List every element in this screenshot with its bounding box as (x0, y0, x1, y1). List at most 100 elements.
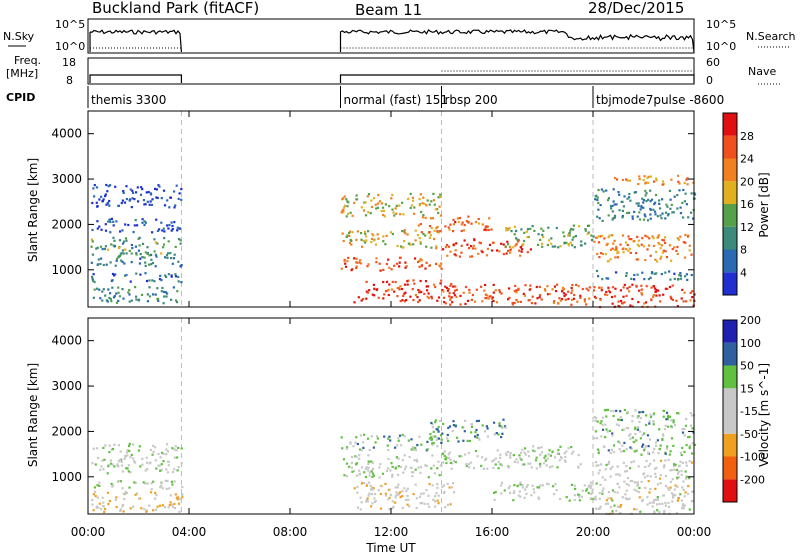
data-cell (471, 255, 474, 258)
data-cell (683, 450, 686, 454)
data-cell (342, 458, 346, 461)
data-cell (491, 460, 494, 463)
data-cell (101, 248, 104, 251)
data-cell (649, 276, 652, 279)
colorbar-tick-label: -200 (740, 473, 765, 486)
data-cell (385, 234, 388, 237)
data-cell (402, 294, 405, 297)
data-cell (361, 245, 364, 248)
data-cell (636, 243, 639, 246)
data-cell (656, 509, 659, 512)
data-cell (609, 409, 612, 412)
data-cell (556, 466, 559, 469)
data-cell (135, 253, 138, 256)
data-cell (653, 499, 656, 502)
data-cell (146, 468, 149, 471)
data-cell (374, 492, 377, 496)
data-cell (403, 454, 406, 457)
data-cell (638, 289, 641, 292)
data-cell (142, 481, 145, 484)
data-cell (348, 465, 351, 468)
data-cell (481, 424, 484, 427)
data-cell (594, 419, 597, 422)
data-cell (343, 204, 347, 207)
data-cell (111, 463, 114, 466)
data-cell (158, 278, 162, 281)
data-cell (397, 465, 400, 468)
data-cell (390, 462, 393, 465)
data-cell (547, 453, 550, 456)
data-cell (350, 243, 353, 246)
data-cell (640, 453, 643, 456)
data-cell (515, 291, 518, 294)
data-cell (107, 465, 110, 468)
colorbar-segment (723, 249, 737, 273)
data-cell (432, 435, 435, 438)
data-cell (683, 434, 686, 437)
data-cell (152, 293, 155, 296)
data-cell (456, 217, 459, 220)
data-cell (647, 198, 650, 201)
data-cell (600, 188, 603, 191)
nsky-scale-hi-right: 10^5 (706, 18, 736, 31)
data-cell (629, 433, 632, 436)
data-cell (542, 236, 545, 239)
data-cell (388, 496, 391, 499)
data-cell (421, 202, 424, 205)
data-cell (612, 286, 615, 289)
data-cell (504, 426, 507, 429)
data-cell (433, 237, 436, 241)
data-cell (464, 453, 467, 456)
data-cell (668, 453, 671, 456)
data-cell (636, 215, 639, 218)
data-cell (436, 437, 439, 440)
data-cell (427, 296, 430, 300)
data-cell (689, 299, 692, 302)
data-cell (449, 250, 452, 253)
data-cell (530, 494, 533, 497)
data-cell (400, 287, 404, 291)
data-cell (382, 297, 385, 300)
data-cell (491, 249, 494, 252)
data-cell (538, 296, 541, 299)
data-cell (114, 498, 117, 501)
data-cell (528, 288, 531, 291)
data-cell (399, 300, 402, 303)
data-cell (688, 435, 691, 438)
data-cell (419, 471, 422, 474)
data-cell (505, 229, 508, 232)
data-cell (412, 493, 415, 496)
data-cell (526, 483, 529, 487)
data-cell (640, 206, 643, 209)
data-cell (505, 454, 508, 457)
data-cell (469, 255, 472, 258)
data-cell (411, 446, 414, 449)
data-cell (109, 261, 112, 264)
data-cell (611, 218, 614, 221)
data-cell (664, 484, 668, 488)
data-cell (111, 484, 115, 487)
nsky-trace-1 (339, 29, 695, 53)
data-cell (572, 450, 575, 453)
data-cell (102, 198, 105, 201)
data-cell (432, 283, 436, 286)
data-cell (145, 510, 148, 513)
data-cell (131, 189, 134, 192)
data-cell (393, 290, 396, 293)
data-cell (399, 285, 402, 288)
data-cell (177, 446, 180, 449)
data-cell (389, 469, 392, 472)
data-cell (611, 210, 614, 213)
data-cell (515, 289, 518, 292)
data-cell (163, 295, 166, 298)
data-cell (593, 240, 596, 243)
data-cell (367, 462, 370, 466)
data-cell (544, 289, 547, 292)
data-cell (672, 421, 675, 424)
data-cell (93, 184, 96, 187)
data-cell (445, 244, 449, 247)
data-cell (607, 214, 610, 217)
data-cell (138, 244, 141, 247)
data-cell (511, 303, 514, 306)
data-cell (506, 240, 509, 243)
